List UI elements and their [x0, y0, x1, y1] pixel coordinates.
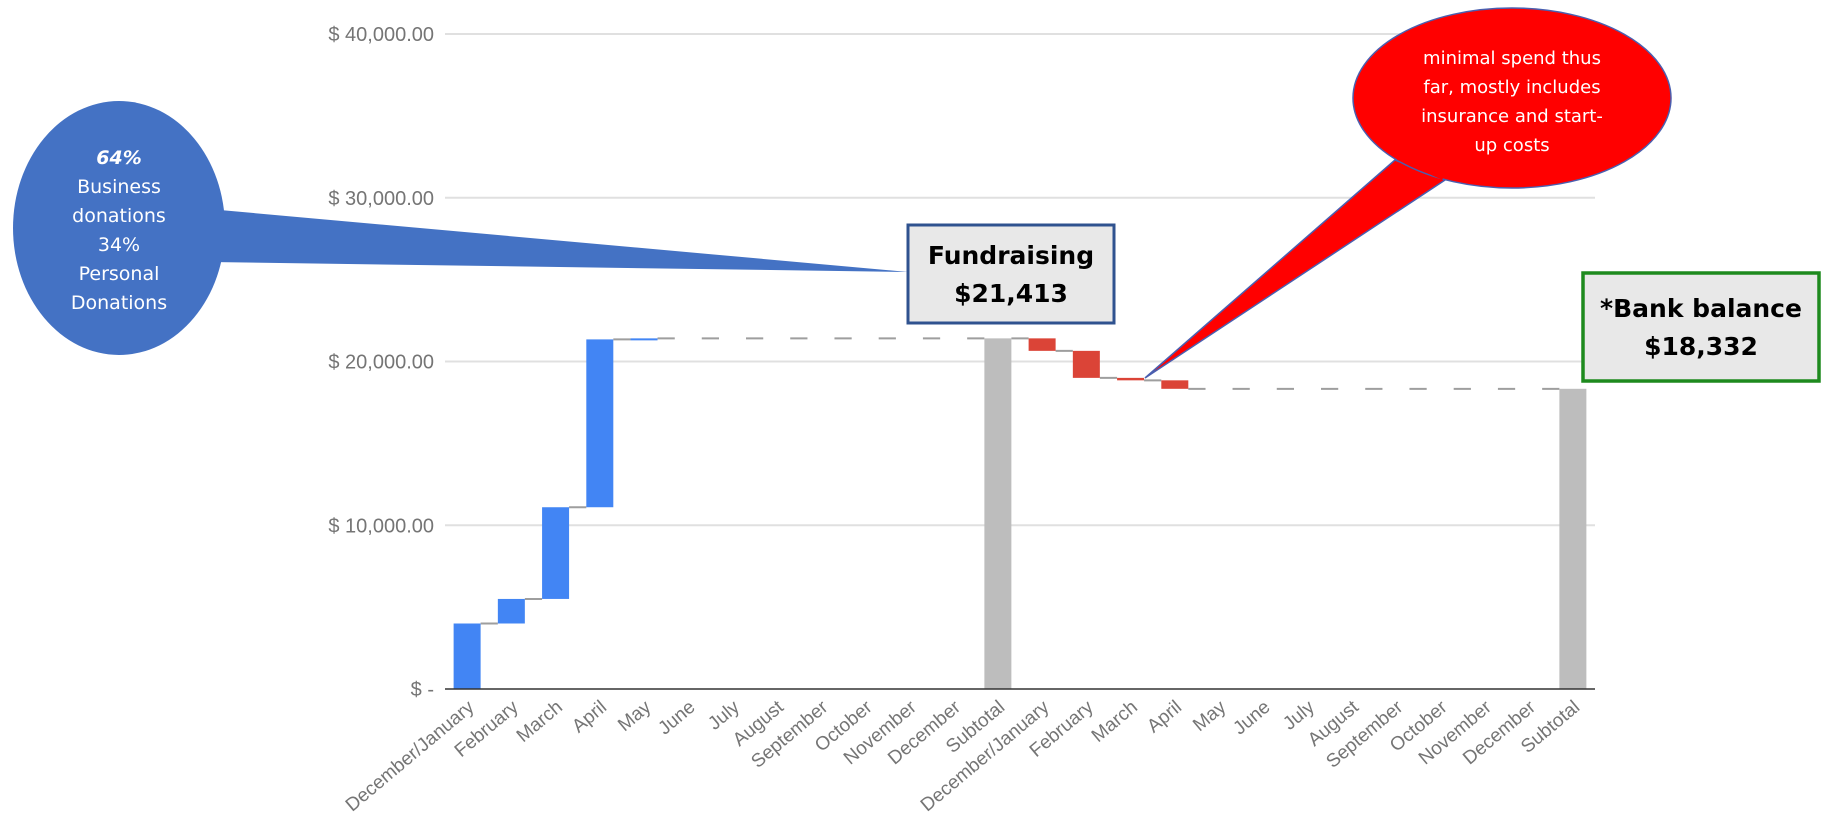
y-tick-label: $ 10,000.00 — [328, 515, 434, 537]
x-category-label: December/January — [342, 696, 479, 816]
y-axis: $ - $ 10,000.00 $ 20,000.00 $ 30,000.00 $ 40… — [328, 24, 434, 701]
fundraising-box: Fundraising $21,413 — [906, 223, 1116, 325]
right-callout-line: far, mostly includes — [1423, 77, 1600, 98]
right-callout-pointer — [1144, 159, 1447, 379]
y-tick-label: $ 40,000.00 — [328, 24, 434, 46]
x-category-label: June — [654, 697, 699, 740]
left-callout-pointer — [210, 210, 908, 272]
x-category-label: April — [568, 697, 611, 738]
right-callout-bubble — [1352, 7, 1672, 189]
connector-lines — [480, 337, 1560, 625]
right-callout: minimal spend thus far, mostly includes in… — [1144, 7, 1672, 379]
fundraising-value: $21,413 — [954, 279, 1068, 308]
y-tick-label: $ - — [411, 679, 434, 701]
left-callout-line: 34% — [98, 234, 140, 256]
bar-subtotal — [1559, 388, 1587, 689]
bank-balance-box: *Bank balance $18,332 — [1581, 271, 1821, 383]
left-callout-line: donations — [72, 205, 166, 227]
bar-increase — [497, 598, 525, 624]
x-category-label: March — [513, 697, 567, 747]
bar-decrease — [1117, 377, 1145, 381]
y-tick-label: $ 20,000.00 — [328, 352, 434, 374]
y-tick-label: $ 30,000.00 — [328, 188, 434, 210]
bars — [453, 338, 1587, 689]
x-category-label: April — [1143, 697, 1186, 738]
bar-decrease — [1072, 350, 1100, 378]
left-callout-bubble — [13, 101, 225, 355]
x-category-label: May — [614, 696, 655, 735]
right-callout-text: minimal spend thus far, mostly includes in… — [1421, 48, 1603, 156]
x-category-label: May — [1189, 696, 1230, 735]
bar-increase — [453, 623, 481, 689]
left-callout-line: Business — [77, 176, 161, 198]
x-category-label: June — [1229, 697, 1274, 740]
left-callout-line: Personal — [79, 263, 160, 285]
right-callout-line: minimal spend thus — [1423, 48, 1601, 69]
bar-increase — [542, 507, 570, 599]
right-callout-line: insurance and start- — [1421, 106, 1603, 127]
fundraising-label: Fundraising — [928, 241, 1094, 270]
left-callout-line: 64% — [96, 147, 141, 169]
bank-balance-label: *Bank balance — [1600, 294, 1802, 323]
x-category-label: March — [1088, 697, 1142, 747]
bar-increase — [586, 339, 614, 508]
bar-subtotal — [984, 338, 1012, 689]
left-callout-line: Donations — [71, 292, 167, 314]
left-callout-text: 64% Business donations 34% Personal Donations — [71, 147, 167, 314]
bar-decrease — [1161, 380, 1189, 389]
right-callout-line: up costs — [1474, 135, 1549, 156]
bar-decrease — [1028, 338, 1056, 351]
bar-increase — [630, 338, 658, 341]
bank-balance-value: $18,332 — [1644, 332, 1758, 361]
left-callout: 64% Business donations 34% Personal Donations — [13, 101, 908, 355]
